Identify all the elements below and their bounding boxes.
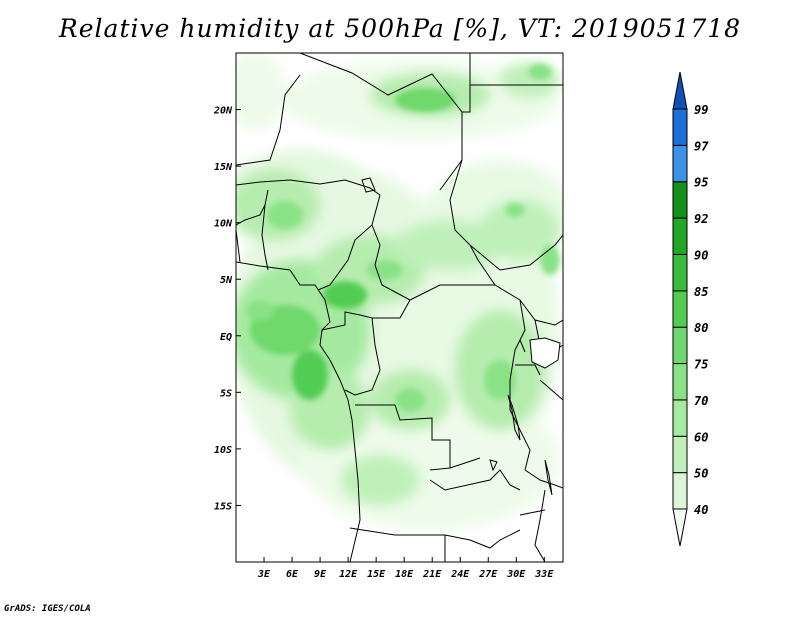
colorbar-segment bbox=[672, 108, 688, 146]
colorbar-level-label: 99 bbox=[694, 103, 708, 117]
border-mali-niger bbox=[236, 74, 301, 166]
colorbar-level-label: 97 bbox=[694, 139, 709, 153]
colorbar-segment bbox=[672, 326, 688, 365]
lon-tick-label: 30E bbox=[506, 569, 526, 580]
border-congo-drc bbox=[344, 317, 381, 396]
colorbar-segment bbox=[672, 144, 688, 183]
colorbar-level-label: 85 bbox=[694, 285, 708, 299]
lon-tick-label: 24E bbox=[450, 569, 470, 580]
colorbar-segment bbox=[672, 399, 688, 437]
border-car-drc bbox=[372, 299, 411, 319]
border-south-sudan-east bbox=[519, 299, 563, 326]
colorbar-level-label: 60 bbox=[694, 430, 708, 444]
lakes bbox=[361, 177, 561, 516]
map-borders bbox=[236, 53, 563, 562]
colorbar-level-label: 90 bbox=[694, 248, 708, 262]
lon-tick-label: 6E bbox=[286, 569, 299, 580]
colorbar-level-label: 40 bbox=[694, 503, 708, 517]
border-sudan-south-sudan bbox=[469, 234, 563, 271]
border-niger-nigeria bbox=[236, 179, 381, 196]
colorbar-segment bbox=[672, 253, 688, 292]
colorbar-high-triangle bbox=[672, 71, 688, 110]
lake-kariba bbox=[519, 509, 546, 516]
border-ghana-togo bbox=[236, 229, 241, 263]
colorbar-level-label: 80 bbox=[694, 321, 708, 335]
lat-tick-label: 20N bbox=[213, 106, 233, 117]
lon-tick-label: 33E bbox=[534, 569, 554, 580]
border-zambia-zimbabwe bbox=[444, 529, 521, 549]
colorbar-low-triangle bbox=[672, 508, 688, 547]
colorbar-segment bbox=[672, 472, 688, 510]
lake-chad bbox=[361, 177, 376, 193]
colorbar-segment bbox=[672, 363, 688, 401]
map-frame bbox=[235, 52, 564, 563]
lon-tick-label: 9E bbox=[314, 569, 327, 580]
lake-tanganyika bbox=[507, 394, 521, 441]
colorbar-level-label: 50 bbox=[694, 467, 708, 481]
border-kenya-tanzania bbox=[539, 379, 563, 401]
border-benin bbox=[261, 204, 269, 271]
border-chad-cameroon-car bbox=[371, 224, 411, 301]
coastline-gulf-of-guinea bbox=[236, 261, 361, 562]
lat-tick-label: 10N bbox=[214, 219, 233, 230]
border-angola-zambia bbox=[429, 457, 481, 471]
colorbar-segment bbox=[672, 217, 688, 255]
colorbar-segment bbox=[672, 435, 688, 474]
lake-albert bbox=[519, 339, 526, 353]
colorbar-level-label: 92 bbox=[694, 212, 708, 226]
lon-tick-label: 27E bbox=[478, 569, 498, 580]
lat-tick-label: 15S bbox=[214, 501, 232, 512]
border-drc-angola bbox=[355, 404, 451, 468]
grads-credit: GrADS: IGES/COLA bbox=[4, 604, 91, 614]
lake-malawi bbox=[544, 459, 553, 496]
lat-tick-label: 5S bbox=[220, 388, 232, 399]
colorbar: 40 50 60 70 75 80 85 90 92 95 97 99 bbox=[672, 71, 709, 547]
latitude-axis: 20N 15N 10N 5N EQ 5S 10S 15S bbox=[213, 106, 241, 512]
border-zambia-east bbox=[429, 469, 521, 491]
rh-80-92-layer bbox=[246, 64, 560, 412]
lon-tick-label: 3E bbox=[257, 569, 271, 580]
colorbar-level-label: 70 bbox=[694, 394, 708, 408]
lat-tick-label: 5N bbox=[220, 275, 233, 286]
border-car-south bbox=[409, 284, 521, 301]
lon-tick-label: 15E bbox=[367, 569, 386, 580]
lake-mweru bbox=[489, 459, 498, 472]
border-mozambique-west bbox=[534, 489, 546, 562]
longitude-axis: 3E 6E 9E 12E 15E 18E 21E 24E 27E 30E 33E bbox=[257, 557, 554, 580]
lon-tick-label: 18E bbox=[395, 569, 414, 580]
border-chad-sudan bbox=[449, 159, 496, 286]
lake-victoria bbox=[529, 337, 561, 369]
border-algeria-niger bbox=[299, 53, 463, 113]
lat-tick-label: EQ bbox=[220, 332, 232, 343]
border-angola-namibia bbox=[349, 527, 445, 536]
plot-title: Relative humidity at 500hPa [%], VT: 201… bbox=[58, 14, 742, 43]
colorbar-segment bbox=[672, 290, 688, 328]
lat-tick-label: 10S bbox=[214, 445, 232, 456]
border-rwanda-burundi bbox=[515, 364, 541, 376]
colorbar-level-label: 75 bbox=[694, 358, 708, 372]
border-nigeria-cameroon bbox=[317, 194, 381, 291]
lon-tick-label: 12E bbox=[339, 569, 358, 580]
border-west-africa bbox=[236, 189, 269, 226]
border-congo-gabon bbox=[321, 311, 373, 331]
colorbar-segment bbox=[672, 181, 688, 219]
border-tanzania-mozambique bbox=[524, 469, 563, 489]
humidity-field bbox=[236, 53, 563, 562]
lat-tick-label: 15N bbox=[214, 162, 233, 173]
border-drc-east bbox=[509, 299, 531, 471]
lon-tick-label: 21E bbox=[422, 569, 442, 580]
colorbar-level-label: 95 bbox=[694, 176, 708, 190]
